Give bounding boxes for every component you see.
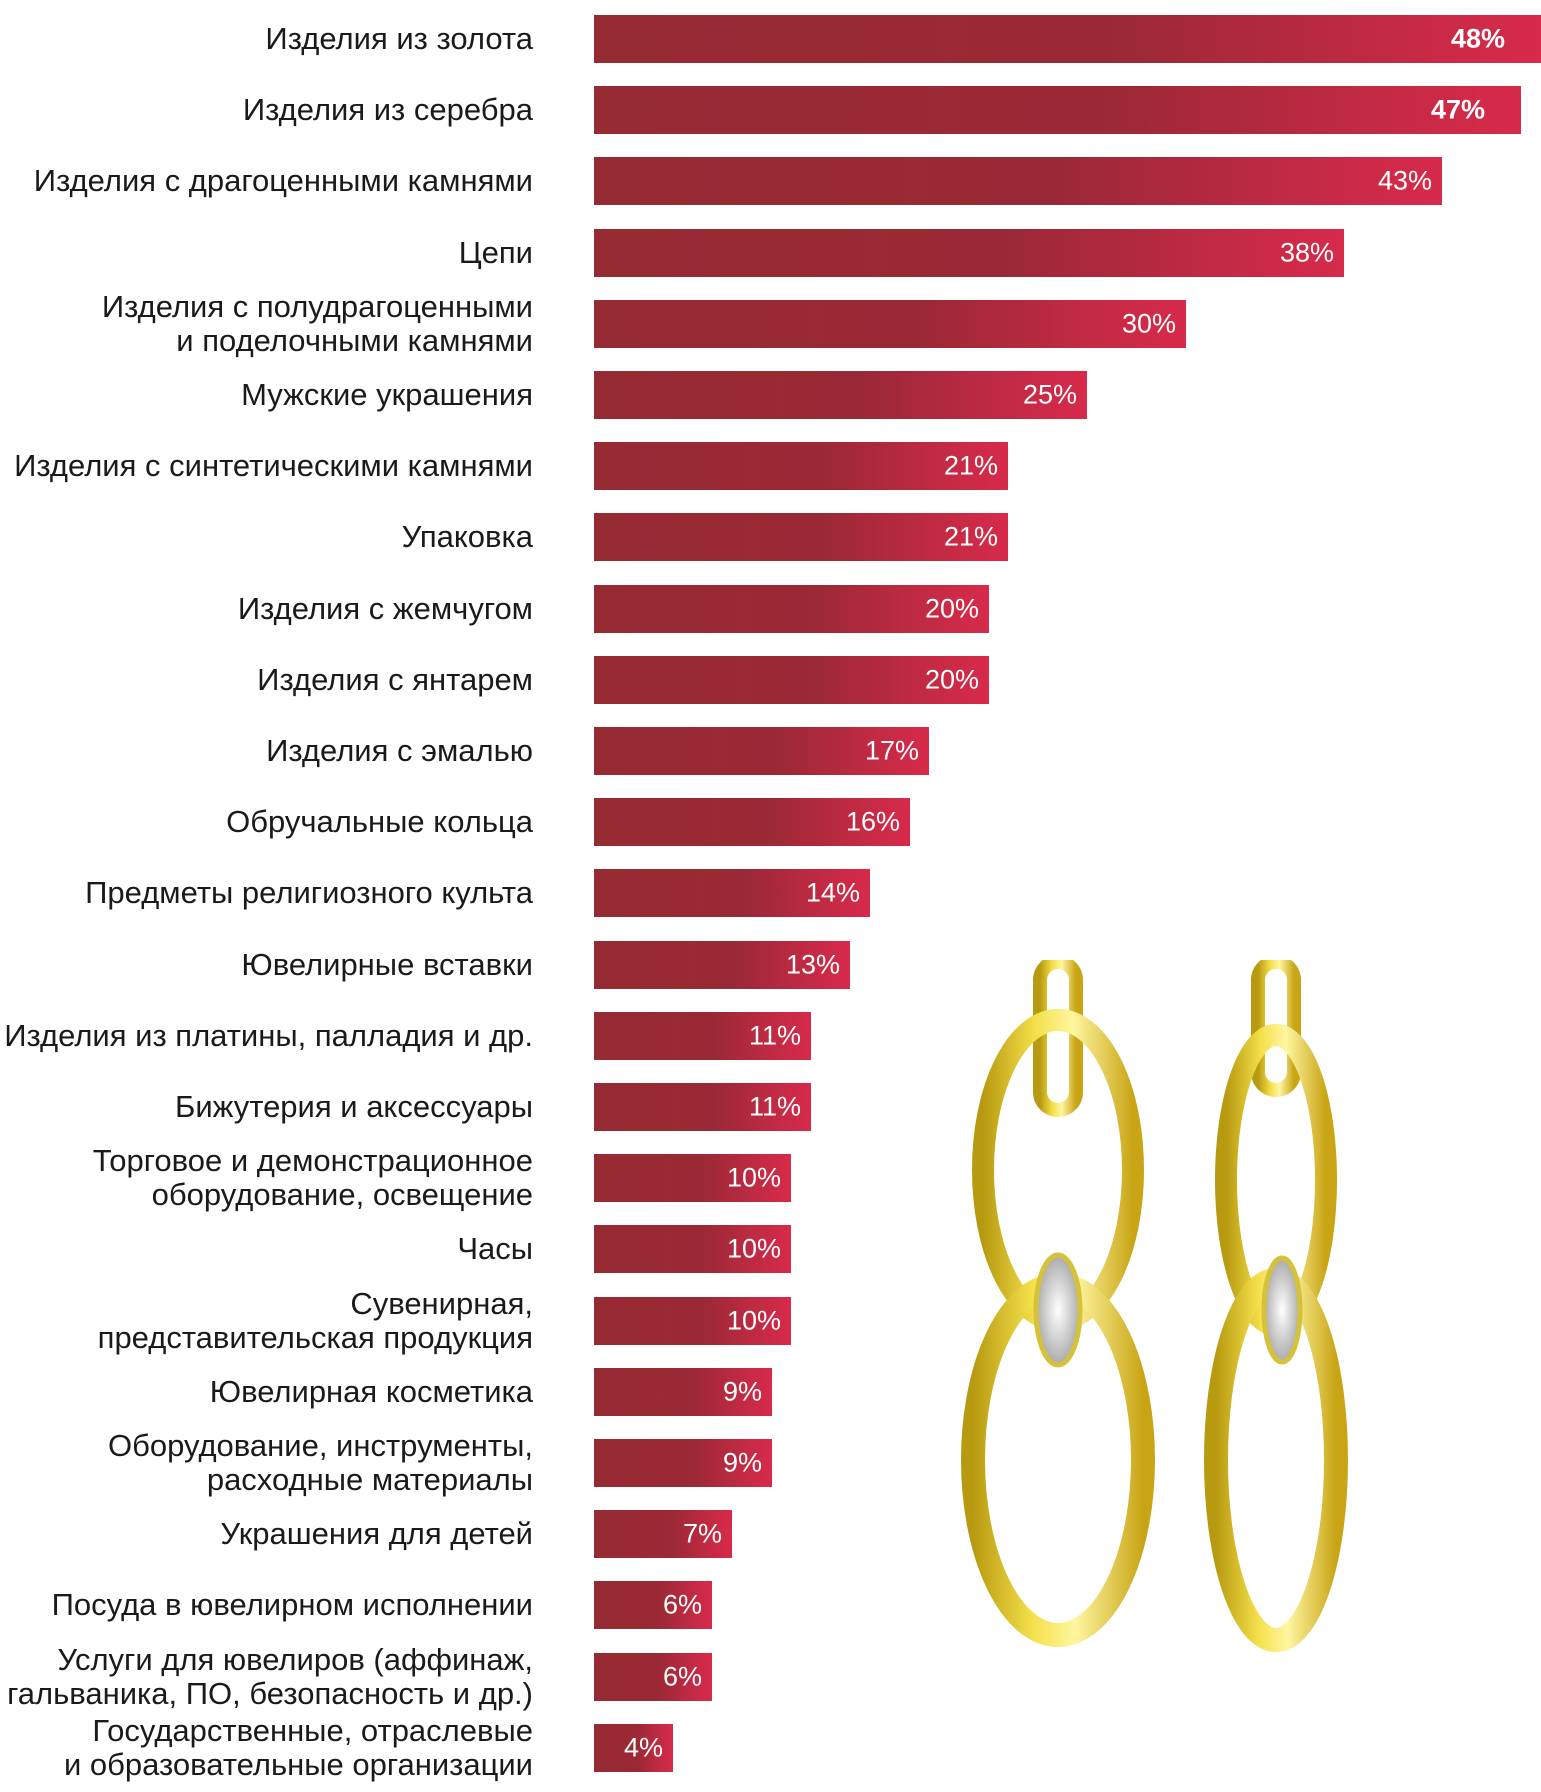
data-label: 43%: [1377, 165, 1432, 196]
bar: 14%: [594, 869, 870, 918]
bar: 11%: [594, 1083, 811, 1131]
category-label: Мужские украшения: [241, 377, 533, 412]
data-label: 48%: [1450, 23, 1505, 54]
bar: 10%: [594, 1225, 791, 1274]
category-label: Изделия с жемчугом: [237, 590, 533, 626]
bar: 7%: [594, 1510, 732, 1559]
bar: 47%: [594, 86, 1521, 135]
data-label: 4%: [623, 1732, 663, 1763]
category-label: Оборудование, инструменты, расходные мат…: [107, 1428, 533, 1497]
category-label: Изделия с драгоценными камнями: [33, 163, 533, 199]
data-label: 10%: [726, 1162, 781, 1193]
data-label: 9%: [722, 1447, 762, 1478]
bar: 6%: [594, 1652, 712, 1701]
bar: 43%: [594, 157, 1442, 206]
bar: 4%: [594, 1723, 673, 1772]
category-label: Изделия из золота: [265, 21, 533, 56]
category-label: Изделия из платины, палладия и др.: [4, 1017, 533, 1053]
category-label: Упаковка: [401, 519, 533, 555]
bar: 9%: [594, 1439, 772, 1487]
bar: 9%: [594, 1367, 772, 1416]
category-label: Торговое и демонстрационное оборудование…: [92, 1143, 533, 1213]
category-label: Цепи: [458, 234, 533, 270]
bar: 16%: [594, 798, 910, 847]
left-earring: [961, 960, 1155, 1647]
category-label: Услуги для ювелиров (аффинаж, гальваника…: [7, 1641, 533, 1711]
category-label: Предметы религиозного культа: [85, 875, 533, 911]
data-label: 38%: [1279, 237, 1334, 268]
category-label: Ювелирная косметика: [209, 1373, 533, 1409]
bar: 30%: [594, 299, 1186, 348]
category-label: Часы: [457, 1231, 533, 1267]
category-label: Государственные, отраслевые и образовате…: [63, 1712, 533, 1782]
bar: 10%: [594, 1154, 791, 1203]
data-label: 11%: [748, 1091, 801, 1122]
category-label: Изделия с полудрагоценными и поделочными…: [101, 288, 533, 358]
data-label: 20%: [924, 593, 979, 624]
bar: 25%: [594, 371, 1087, 419]
category-label: Изделия с янтарем: [257, 661, 533, 697]
data-label: 17%: [864, 735, 919, 766]
category-label: Ювелирные вставки: [241, 946, 533, 982]
bar: 21%: [594, 442, 1008, 491]
data-label: 7%: [682, 1518, 722, 1549]
bar: 11%: [594, 1011, 811, 1060]
bar: 17%: [594, 727, 929, 775]
category-label: Бижутерия и аксессуары: [174, 1089, 533, 1124]
data-label: 6%: [662, 1589, 702, 1620]
bar: 48%: [594, 15, 1541, 63]
bar: 6%: [594, 1581, 712, 1630]
data-label: 25%: [1022, 379, 1077, 410]
category-label: Украшения для детей: [220, 1516, 533, 1552]
data-label: 11%: [748, 1020, 801, 1051]
data-label: 47%: [1430, 94, 1485, 125]
bar: 20%: [594, 584, 989, 633]
bar: 20%: [594, 655, 989, 704]
bar: 13%: [594, 940, 850, 989]
data-label: 21%: [943, 450, 998, 481]
data-label: 14%: [805, 877, 860, 908]
category-label: Изделия из серебра: [242, 92, 533, 128]
gold-earrings-image: [961, 960, 1348, 1652]
bar: 10%: [594, 1296, 791, 1345]
category-label: Посуда в ювелирном исполнении: [51, 1587, 533, 1623]
data-label: 10%: [726, 1233, 781, 1264]
data-label: 6%: [662, 1661, 702, 1692]
data-label: 30%: [1121, 308, 1176, 339]
data-label: 13%: [785, 949, 840, 980]
right-earring: [1204, 960, 1348, 1652]
category-label: Изделия с эмалью: [266, 733, 533, 768]
bar: 38%: [594, 228, 1344, 277]
data-label: 16%: [845, 806, 900, 837]
category-label: Сувенирная, представительская продукция: [97, 1285, 533, 1355]
category-label: Обручальные кольца: [226, 804, 533, 840]
data-label: 21%: [943, 521, 998, 552]
bar: 21%: [594, 513, 1008, 562]
category-label: Изделия с синтетическими камнями: [14, 448, 533, 484]
data-label: 20%: [924, 664, 979, 695]
data-label: 9%: [722, 1376, 762, 1407]
data-label: 10%: [726, 1305, 781, 1336]
